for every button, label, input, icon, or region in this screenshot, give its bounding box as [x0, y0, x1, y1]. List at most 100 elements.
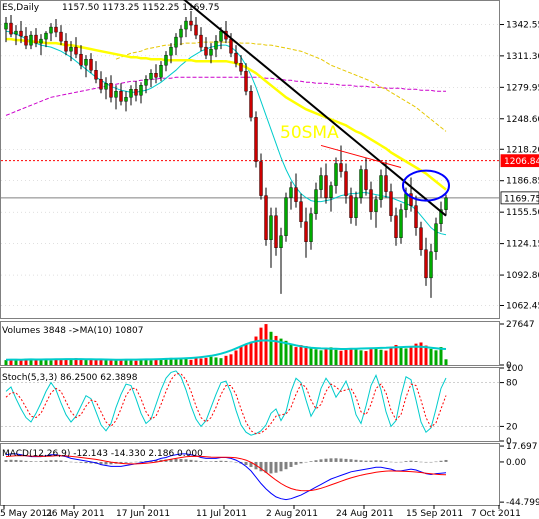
candle-up [84, 58, 88, 66]
candle-down [339, 163, 343, 172]
volume-bar [444, 359, 448, 365]
macd-histogram-bar [319, 459, 323, 462]
macd-histogram-bar [409, 460, 413, 462]
volume-bar [399, 347, 403, 365]
candle-up [49, 26, 53, 34]
drawings [183, 0, 450, 217]
macd-tick-label: 17.697 [506, 442, 538, 452]
volume-bar [224, 355, 228, 365]
candle-down [24, 35, 28, 46]
volume-bar [304, 346, 308, 365]
volume-panel[interactable]: 27647 0 Volumes 3848 ->MA(10) 10807 [0, 320, 535, 371]
volume-bar [279, 338, 283, 365]
macd-histogram-bar [264, 461, 268, 473]
volume-bar [189, 359, 193, 365]
candle-up [404, 193, 408, 210]
volume-bar [144, 359, 148, 365]
macd-histogram-bar [204, 461, 208, 462]
macd-tick-label: -44.799 [506, 498, 539, 508]
candle-up [279, 235, 283, 248]
macd-histogram-bar [119, 461, 123, 464]
time-tick-label: 5 May 2011 [0, 509, 53, 519]
candle-up [374, 199, 378, 212]
candle-down [394, 215, 398, 238]
macd-histogram-bar [44, 460, 48, 462]
candle-down [99, 79, 103, 90]
candle-up [284, 197, 288, 236]
time-tick-label: 11 Jul 2011 [196, 509, 247, 519]
candle-up [174, 36, 178, 48]
chart-symbol-label: ES,Daily [2, 3, 40, 13]
candle-down [74, 46, 78, 55]
candle-up [269, 215, 273, 240]
stochastic-panel[interactable]: 100 80 20 0 Stoch(5,3,3) 86.2500 62.3898 [0, 364, 524, 447]
volume-bar [199, 358, 203, 365]
macd-tick-label: 0.00 [506, 458, 526, 468]
candle-up [44, 32, 48, 40]
volume-bar [379, 349, 383, 365]
volume-bar [124, 359, 128, 365]
price-panel[interactable]: 1342.55 1311.30 1279.95 1248.60 1218.20 1186.… [0, 0, 539, 319]
highlight-circle [402, 169, 450, 202]
macd-histogram-bar [334, 458, 338, 462]
macd-histogram-bar [339, 458, 343, 462]
candle-up [334, 163, 338, 186]
candle-up [359, 169, 363, 198]
candle-up [184, 20, 188, 30]
time-tick-label: 15 Sep 2011 [406, 509, 463, 519]
volume-bar [139, 359, 143, 365]
price-tick-label: 1092.80 [506, 271, 539, 281]
macd-panel-title: MACD(12,26,9) -12.143 -14.330 2.186 0.00… [2, 449, 203, 459]
macd-histogram-bar [284, 461, 288, 470]
volume-bar [269, 331, 273, 365]
macd-histogram-bar [24, 460, 28, 462]
candle-down [189, 20, 193, 26]
candle-up [379, 175, 383, 200]
volume-bar [299, 345, 303, 365]
volume-bar [109, 359, 113, 365]
candle-down [324, 175, 328, 198]
volume-bar [154, 359, 158, 365]
macd-histogram-bar [279, 461, 283, 472]
candle-up [29, 34, 33, 46]
candle-down [304, 221, 308, 242]
stochastic-main-line [5, 370, 447, 436]
volume-bar [164, 358, 168, 365]
volume-bar [79, 358, 83, 365]
volume-bar [14, 360, 18, 365]
macd-histogram-bar [304, 461, 308, 463]
stochastic-axis: 100 80 20 0 [500, 364, 523, 447]
stochastic-levels [1, 382, 500, 427]
price-tick-label: 1248.60 [506, 115, 539, 125]
volume-bar [359, 350, 363, 365]
candle-down [194, 24, 198, 36]
candle-down [384, 175, 388, 192]
macd-histogram-bar [309, 461, 313, 462]
candle-up [219, 30, 223, 42]
macd-histogram-bar [249, 461, 253, 467]
macd-panel[interactable]: 17.697 0.00 -44.799 MACD(12,26,9) -12.143 … [0, 442, 539, 508]
time-tick-label: 26 May 2011 [46, 509, 105, 519]
macd-histogram-bar [54, 460, 58, 462]
candle-down [274, 215, 278, 248]
stochastic-tick-label: 20 [506, 422, 518, 432]
volume-bar [114, 360, 118, 365]
candle-up [319, 175, 323, 190]
macd-histogram-bar [194, 460, 198, 462]
volume-bar [434, 350, 438, 365]
candle-down [424, 249, 428, 279]
candle-up [14, 30, 18, 35]
volume-bar [19, 359, 23, 365]
macd-histogram-bar [324, 458, 328, 462]
candle-up [104, 83, 108, 90]
candle-down [409, 193, 413, 206]
volume-bar [289, 344, 293, 365]
macd-histogram-bar [109, 461, 113, 465]
candle-up [314, 189, 318, 214]
volume-bar [309, 347, 313, 365]
candle-down [234, 52, 238, 64]
macd-histogram-bar [99, 461, 103, 465]
macd-histogram-bar [104, 461, 108, 465]
volume-bar [209, 356, 213, 365]
